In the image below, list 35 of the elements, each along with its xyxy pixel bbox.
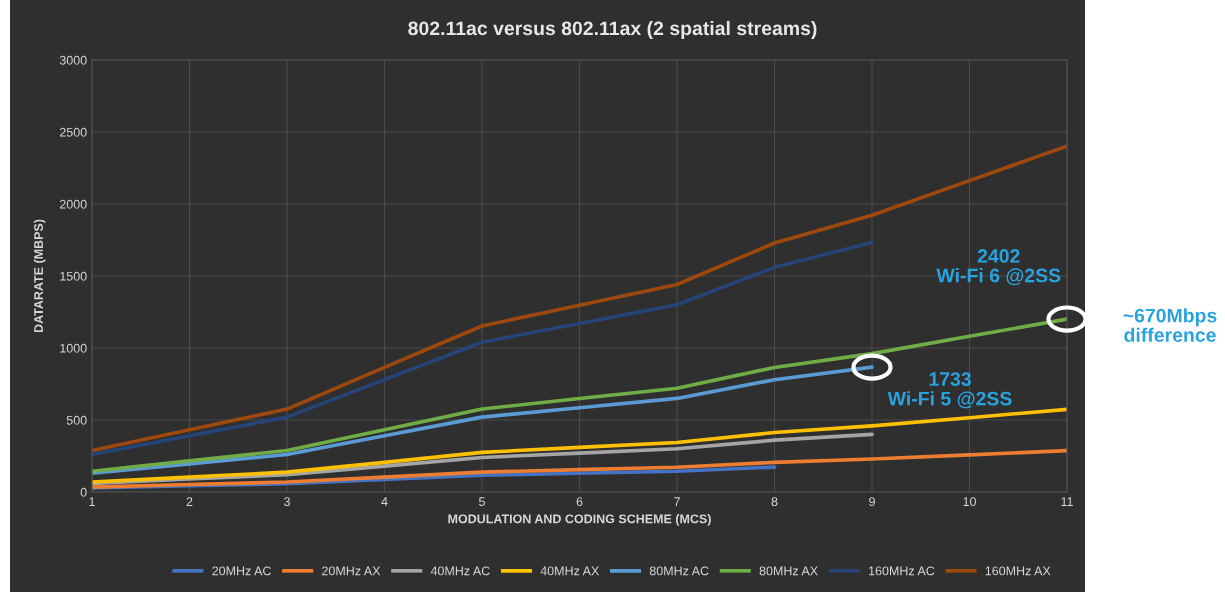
y-tick-label: 2000 bbox=[59, 199, 87, 209]
x-tick-label: 8 bbox=[771, 497, 778, 507]
line-series bbox=[92, 144, 1067, 453]
y-tick-label: 1000 bbox=[60, 343, 87, 353]
legend-label: 160MHz AX bbox=[985, 566, 1051, 576]
x-tick-label: 10 bbox=[963, 497, 976, 507]
x-tick-label: 1 bbox=[89, 497, 95, 506]
y-tick-label: 2500 bbox=[59, 127, 87, 137]
x-tick-label: 6 bbox=[576, 497, 583, 507]
x-tick-label: 3 bbox=[284, 497, 290, 507]
x-axis-title: MODULATION AND CODING SCHEME (MCS) bbox=[448, 514, 711, 526]
y-tick-label: 500 bbox=[66, 415, 87, 425]
y-tick-label: 1500 bbox=[60, 271, 87, 281]
x-tick-label: 2 bbox=[186, 497, 193, 506]
line-series bbox=[92, 240, 874, 457]
legend-label: 80MHz AC bbox=[649, 566, 709, 576]
text: ~670Mbps difference bbox=[1123, 308, 1217, 342]
chart-title: 802.11ac versus 802.11ax (2 spatial streams) bbox=[408, 20, 817, 40]
y-tick-label: 0 bbox=[80, 487, 87, 497]
y-tick-label: 3000 bbox=[59, 55, 87, 65]
x-tick-label: 9 bbox=[869, 497, 875, 507]
legend-label: 20MHz AX bbox=[322, 566, 381, 576]
x-tick-label: 5 bbox=[479, 497, 485, 507]
annotation: 2402 Wi-Fi 6 @2SS bbox=[936, 249, 1061, 286]
legend-label: 80MHz AX bbox=[759, 566, 818, 576]
legend-label: 40MHz AC bbox=[430, 566, 490, 576]
annotation: 1733 Wi-Fi 5 @2SS bbox=[887, 372, 1012, 409]
x-tick-label: 7 bbox=[674, 497, 680, 506]
legend-label: 20MHz AC bbox=[212, 566, 271, 576]
legend-label: 40MHz AX bbox=[540, 566, 600, 576]
line-series bbox=[92, 407, 1067, 484]
y-axis-title: DATARATE (MBPS) bbox=[33, 219, 46, 333]
x-tick-label: 4 bbox=[381, 497, 388, 506]
legend-label: 160MHz AC bbox=[869, 566, 935, 576]
x-tick-label: 11 bbox=[1061, 497, 1073, 506]
